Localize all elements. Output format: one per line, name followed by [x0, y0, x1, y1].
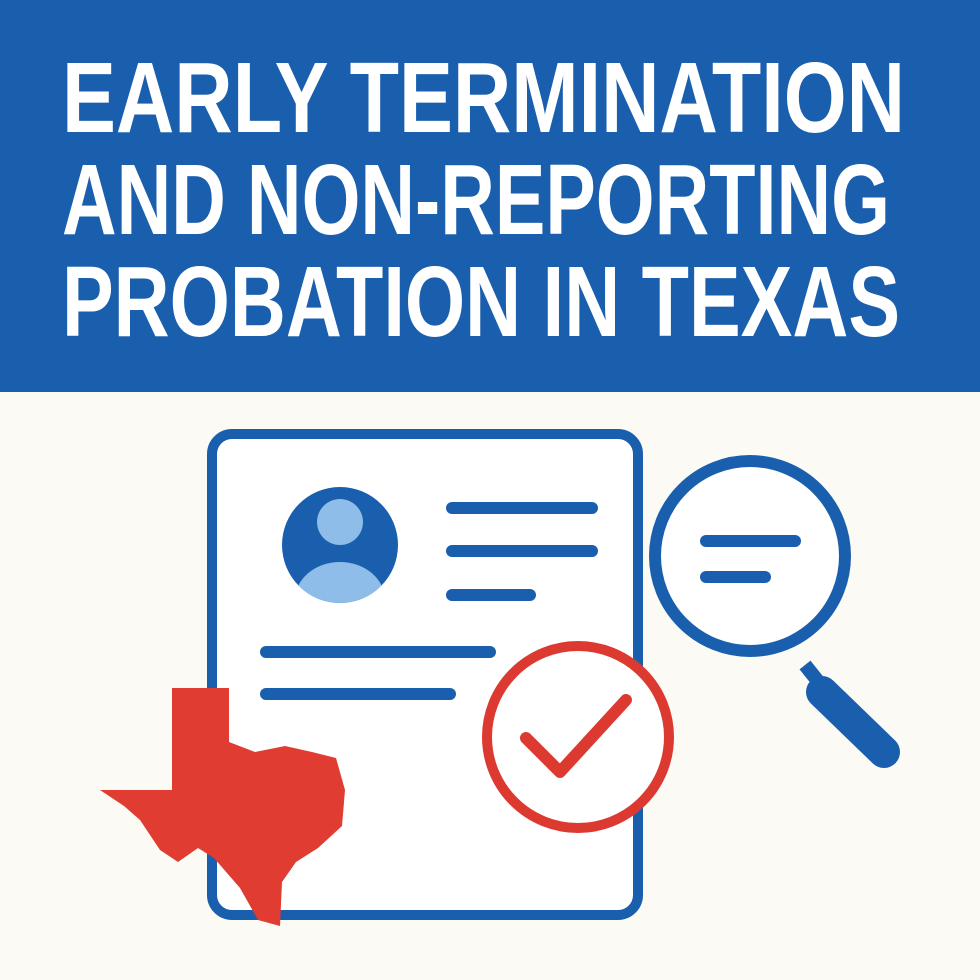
title-line: EARLY TERMINATION — [62, 42, 905, 154]
magnifier-neck — [799, 660, 831, 695]
check-mark — [520, 694, 632, 778]
magnifier-handle — [806, 676, 900, 768]
title-line: PROBATION IN TEXAS — [62, 246, 900, 358]
title-line: AND NON-REPORTING — [62, 144, 890, 256]
title-banner — [0, 0, 980, 392]
avatar-figure — [295, 499, 385, 603]
magnifier-lines — [700, 535, 801, 583]
texas-map — [100, 688, 345, 926]
text-lines — [260, 502, 598, 700]
magnifier-lens — [649, 455, 851, 657]
check-circle — [482, 641, 674, 833]
